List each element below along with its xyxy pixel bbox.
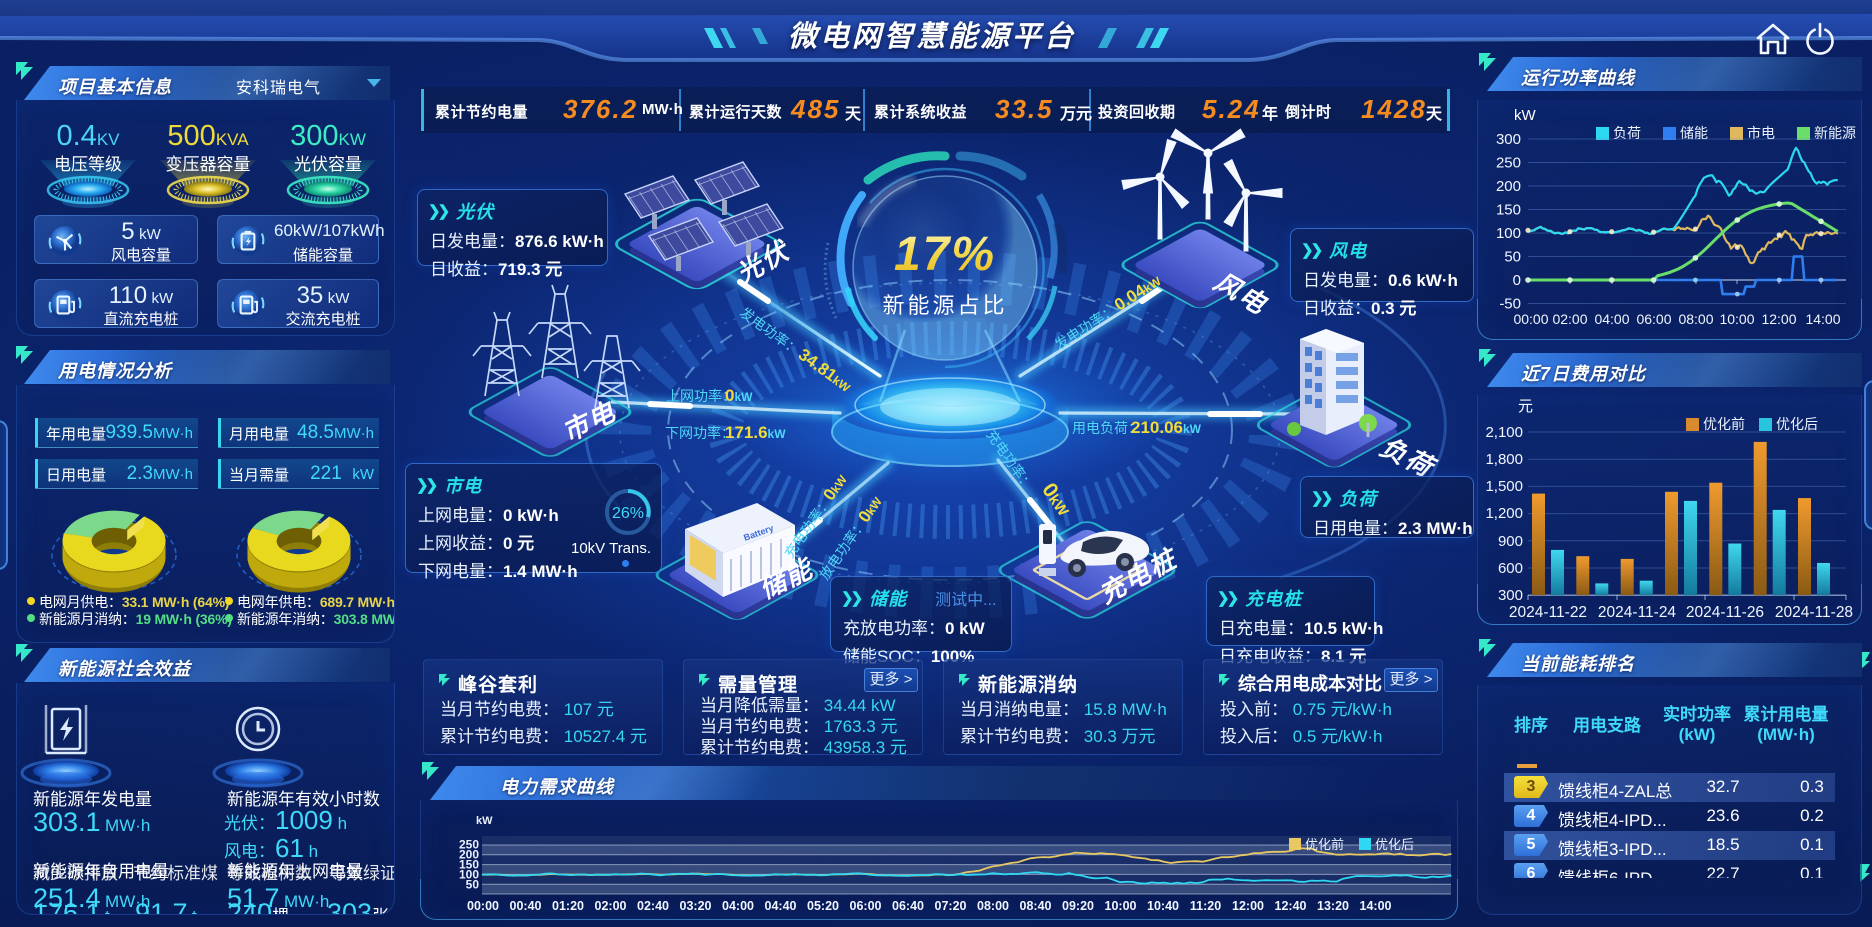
svg-text:1,500: 1,500 [1485,478,1523,495]
svg-text:14:00: 14:00 [1805,311,1840,327]
svg-text:优化前: 优化前 [1305,837,1344,852]
svg-text:06:00: 06:00 [850,899,882,913]
svg-text:负荷: 负荷 [1613,125,1641,141]
svg-text:17%: 17% [894,228,996,281]
svg-text:优化后: 优化后 [1375,837,1414,852]
svg-text:250: 250 [1496,155,1521,172]
svg-text:00:00: 00:00 [1513,311,1548,327]
svg-text:10:40: 10:40 [1147,899,1179,913]
svg-text:0: 0 [1513,272,1521,289]
svg-text:上网功率：: 上网功率： [666,388,736,404]
svg-text:12:00: 12:00 [1232,899,1264,913]
svg-text:02:00: 02:00 [595,899,627,913]
svg-text:07:20: 07:20 [935,899,967,913]
svg-text:04:00: 04:00 [722,899,754,913]
svg-text:26%: 26% [612,505,644,522]
svg-text:1,200: 1,200 [1485,505,1523,522]
svg-text:900: 900 [1498,533,1523,550]
svg-text:10:00: 10:00 [1719,311,1754,327]
svg-text:150: 150 [1496,202,1521,219]
svg-text:06:40: 06:40 [892,899,924,913]
svg-text:08:00: 08:00 [977,899,1009,913]
svg-text:08:00: 08:00 [1678,311,1713,327]
svg-text:300: 300 [1498,587,1523,604]
svg-text:2024-11-26: 2024-11-26 [1686,604,1764,621]
svg-text:50: 50 [1504,249,1521,266]
svg-text:00:00: 00:00 [467,899,499,913]
svg-text:05:20: 05:20 [807,899,839,913]
svg-text:100: 100 [1496,225,1521,242]
svg-text:04:00: 04:00 [1594,311,1629,327]
svg-text:50: 50 [466,878,480,892]
svg-text:0kW: 0kW [725,386,753,405]
svg-text:200: 200 [1496,178,1521,195]
svg-text:300: 300 [1496,131,1521,148]
svg-text:08:40: 08:40 [1020,899,1052,913]
svg-text:2024-11-22: 2024-11-22 [1509,604,1587,621]
svg-text:储能: 储能 [1680,125,1708,141]
svg-text:14:00: 14:00 [1360,899,1392,913]
svg-text:优化后: 优化后 [1776,416,1818,432]
svg-text:kW: kW [1514,107,1537,124]
svg-text:04:40: 04:40 [765,899,797,913]
svg-text:100: 100 [459,868,479,882]
svg-text:12:40: 12:40 [1275,899,1307,913]
svg-text:03:20: 03:20 [680,899,712,913]
svg-text:12:00: 12:00 [1761,311,1796,327]
svg-text:下网功率：: 下网功率： [665,425,735,441]
svg-text:2,100: 2,100 [1485,424,1523,441]
svg-text:kW: kW [476,815,493,827]
svg-text:06:00: 06:00 [1636,311,1671,327]
svg-text:11:20: 11:20 [1190,899,1221,913]
svg-text:优化前: 优化前 [1703,416,1745,432]
svg-text:01:20: 01:20 [552,899,584,913]
svg-text:用电负荷：: 用电负荷： [1072,420,1142,436]
svg-text:02:00: 02:00 [1552,311,1587,327]
svg-text:13:20: 13:20 [1317,899,1349,913]
svg-text:210.06kW: 210.06kW [1131,418,1202,437]
svg-text:171.6kW: 171.6kW [725,423,786,442]
svg-text:元: 元 [1518,398,1533,415]
svg-text:新能源占比: 新能源占比 [882,293,1007,318]
svg-text:200: 200 [459,848,479,862]
svg-text:2024-11-24: 2024-11-24 [1598,604,1677,621]
svg-text:02:40: 02:40 [637,899,669,913]
svg-text:市电: 市电 [1747,125,1775,141]
svg-text:600: 600 [1498,560,1523,577]
svg-text:新能源: 新能源 [1814,125,1856,141]
svg-text:1,800: 1,800 [1485,451,1523,468]
svg-text:10:00: 10:00 [1105,899,1137,913]
svg-text:150: 150 [459,858,479,872]
svg-text:2024-11-28: 2024-11-28 [1775,604,1853,621]
svg-text:09:20: 09:20 [1062,899,1094,913]
svg-text:250: 250 [459,838,479,852]
svg-text:00:40: 00:40 [510,899,542,913]
svg-text:-50: -50 [1499,296,1521,313]
